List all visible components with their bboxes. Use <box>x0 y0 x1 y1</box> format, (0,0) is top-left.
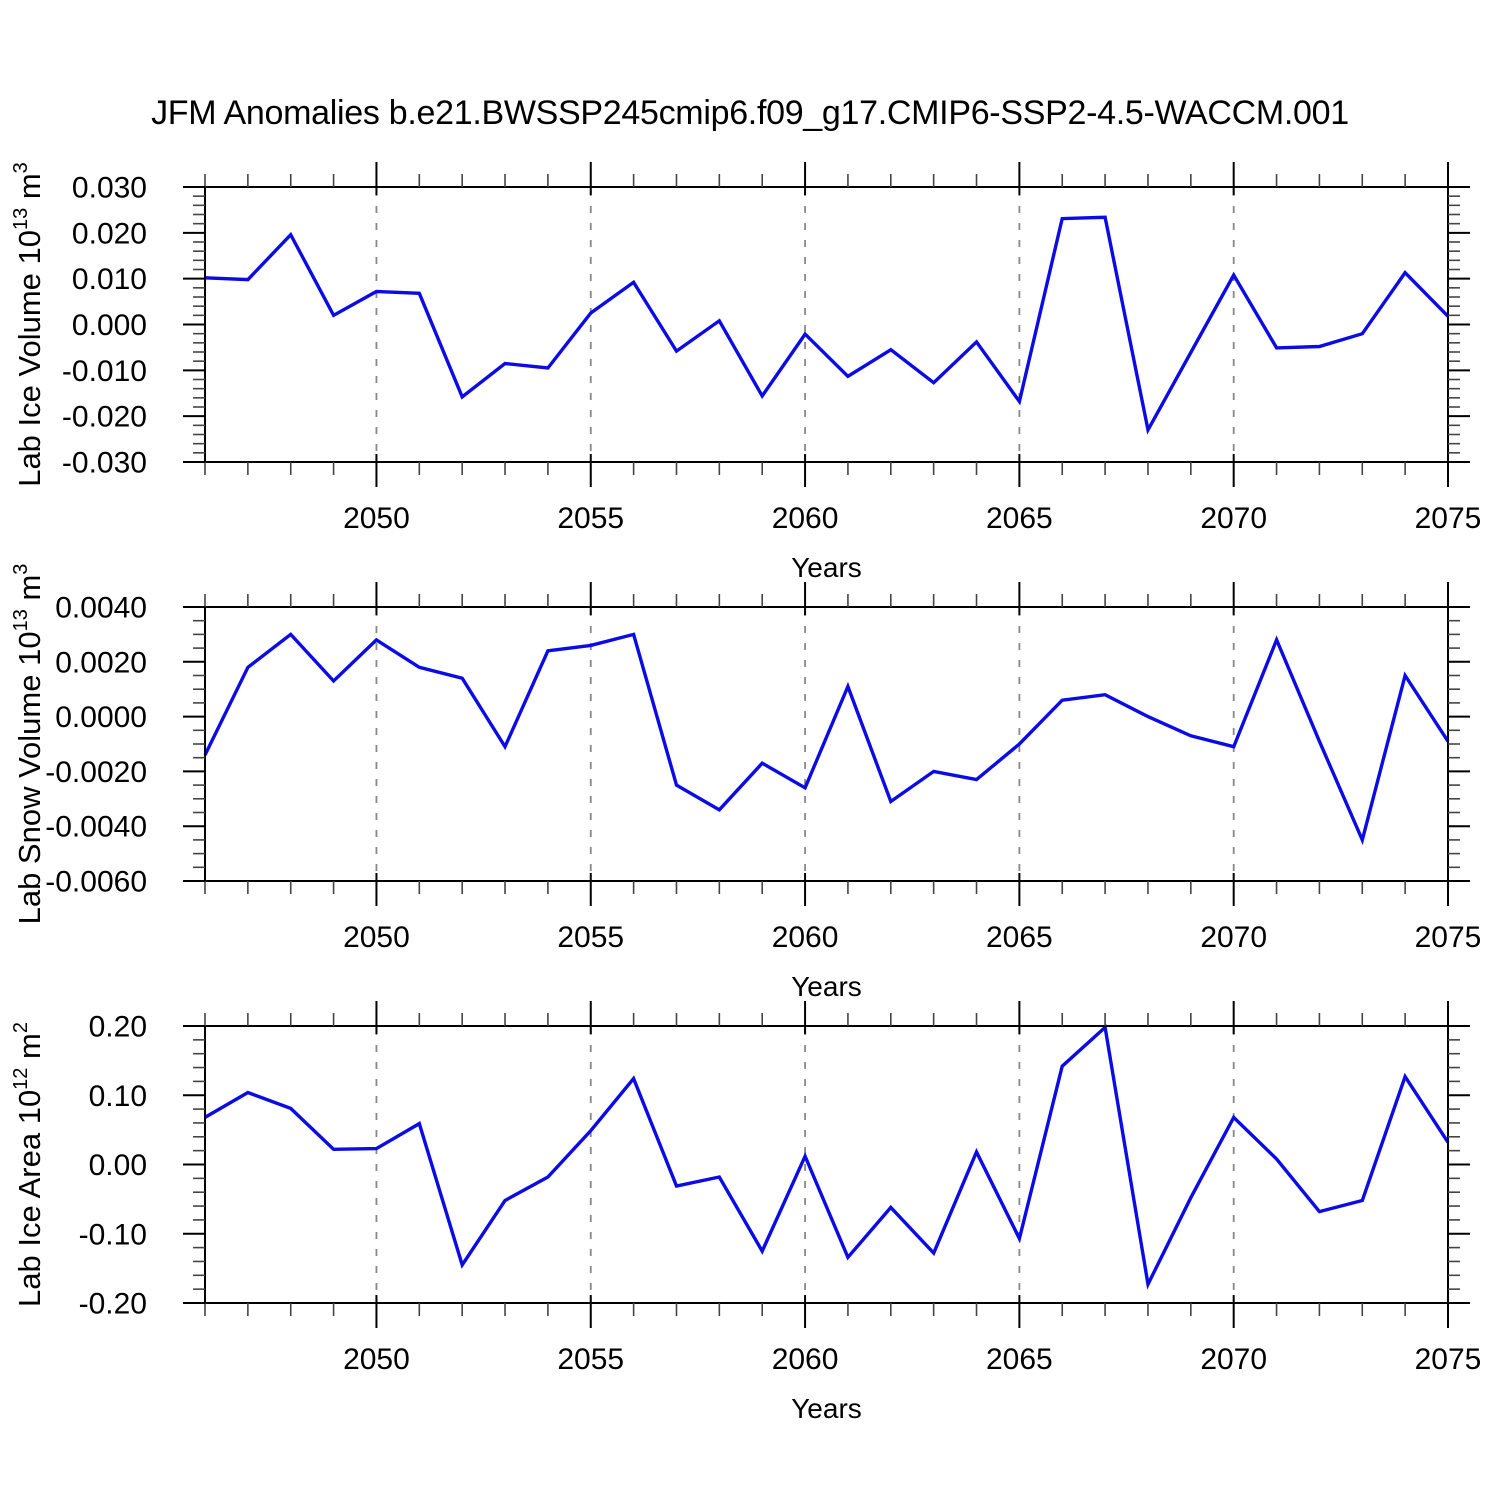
x-tick-label: 2075 <box>1415 1343 1482 1376</box>
x-tick-label: 2060 <box>772 921 839 954</box>
y-tick-label: -0.010 <box>62 355 147 388</box>
y-tick-label: 0.00 <box>89 1149 147 1182</box>
y-tick-label: 0.0000 <box>55 701 147 734</box>
data-line <box>203 632 1450 846</box>
y-tick-label: 0.0020 <box>55 646 147 679</box>
y-tick-label: 0.0040 <box>55 592 147 625</box>
y-tick-label: -0.0060 <box>45 866 147 899</box>
data-line <box>204 1024 1450 1290</box>
y-tick-label: -0.20 <box>79 1288 147 1321</box>
x-tick-label: 2050 <box>343 502 410 535</box>
y-tick-label: 0.000 <box>72 309 147 342</box>
x-tick-label: 2055 <box>557 1343 624 1376</box>
y-axis-title: Lab Ice Volume 1013 m3 <box>10 162 47 487</box>
x-tick-label: 2065 <box>986 502 1053 535</box>
y-tick-label: -0.0040 <box>45 811 147 844</box>
y-tick-label: 0.20 <box>89 1011 147 1044</box>
panel-2: 0.0040 0.0020 0.0000 -0.0020 -0.0040 -0.0060 2… <box>10 564 1481 1002</box>
y-tick-label: -0.0020 <box>45 756 147 789</box>
x-tick-label: 2060 <box>772 502 839 535</box>
y-tick-label: 0.020 <box>72 217 147 250</box>
x-tick-label: 2055 <box>557 921 624 954</box>
y-tick-label: 0.010 <box>72 263 147 296</box>
x-tick-label: 2075 <box>1415 502 1482 535</box>
y-axis-title: Lab Ice Area 1012 m2 <box>10 1022 47 1307</box>
x-tick-label: 2070 <box>1200 502 1267 535</box>
figure-title: JFM Anomalies b.e21.BWSSP245cmip6.f09_g1… <box>151 94 1349 132</box>
x-tick-label: 2050 <box>343 1343 410 1376</box>
y-tick-label: -0.030 <box>62 447 147 480</box>
x-axis-title: Years <box>791 552 862 583</box>
x-tick-label: 2050 <box>343 921 410 954</box>
x-tick-label: 2055 <box>557 502 624 535</box>
x-tick-label: 2065 <box>986 921 1053 954</box>
y-tick-label: -0.10 <box>79 1218 147 1251</box>
x-tick-label: 2075 <box>1415 921 1482 954</box>
x-tick-label: 2070 <box>1200 1343 1267 1376</box>
y-tick-label: -0.020 <box>62 401 147 434</box>
x-tick-label: 2070 <box>1200 921 1267 954</box>
y-tick-label: 0.10 <box>89 1080 147 1113</box>
panel-1: 0.030 0.020 0.010 0.000 -0.010 -0.020 -0.030 20… <box>10 162 1481 583</box>
x-axis-title: Years <box>791 971 862 1002</box>
x-tick-label: 2060 <box>772 1343 839 1376</box>
x-tick-label: 2065 <box>986 1343 1053 1376</box>
y-tick-label: 0.030 <box>72 172 147 205</box>
y-axis-title: Lab Snow Volume 1013 m3 <box>10 564 47 925</box>
data-line <box>204 215 1450 435</box>
panel-3: 0.20 0.10 0.00 -0.10 -0.20 2050 2055 2060 2065 20… <box>10 1001 1481 1424</box>
axis-box <box>204 1025 1449 1304</box>
x-axis-title: Years <box>791 1393 862 1424</box>
